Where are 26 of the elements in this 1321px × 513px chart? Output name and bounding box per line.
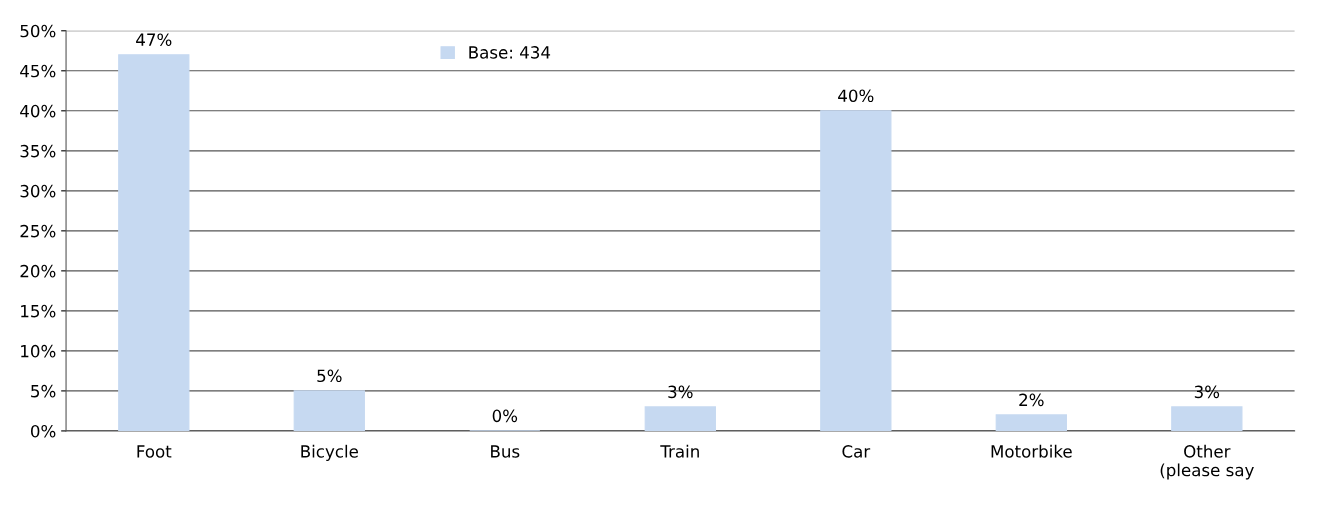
x-tick-label: Other (please say xyxy=(1160,444,1254,480)
y-tick-label: 0% xyxy=(30,424,56,438)
y-tick-label: 35% xyxy=(20,144,56,158)
legend-label: Base: 434 xyxy=(469,46,551,59)
y-tick-label: 10% xyxy=(21,344,56,358)
x-tick-label: Bicycle xyxy=(301,444,358,461)
data-label: 40% xyxy=(838,89,874,103)
x-tick-label: Foot xyxy=(137,445,172,458)
y-tick-label: 45% xyxy=(20,64,56,78)
data-label: 3% xyxy=(1194,385,1220,399)
y-tick-label: 15% xyxy=(21,304,56,318)
x-tick-label: Bus xyxy=(491,445,520,458)
x-tick-label: Car xyxy=(842,445,871,458)
y-tick-label: 40% xyxy=(20,104,56,118)
y-tick-label: 20% xyxy=(20,264,56,278)
data-label: 3% xyxy=(668,385,693,399)
data-label: 0% xyxy=(492,409,518,423)
data-label: 5% xyxy=(317,369,342,383)
y-tick-label: 5% xyxy=(31,384,56,398)
data-label: 47% xyxy=(136,33,172,46)
y-tick-label: 25% xyxy=(20,224,56,238)
y-tick-label: 30% xyxy=(20,184,56,198)
data-label: 2% xyxy=(1019,393,1044,407)
y-tick-label: 50% xyxy=(20,24,56,38)
x-tick-label: Train xyxy=(660,444,699,458)
x-tick-label: Motorbike xyxy=(991,444,1072,458)
